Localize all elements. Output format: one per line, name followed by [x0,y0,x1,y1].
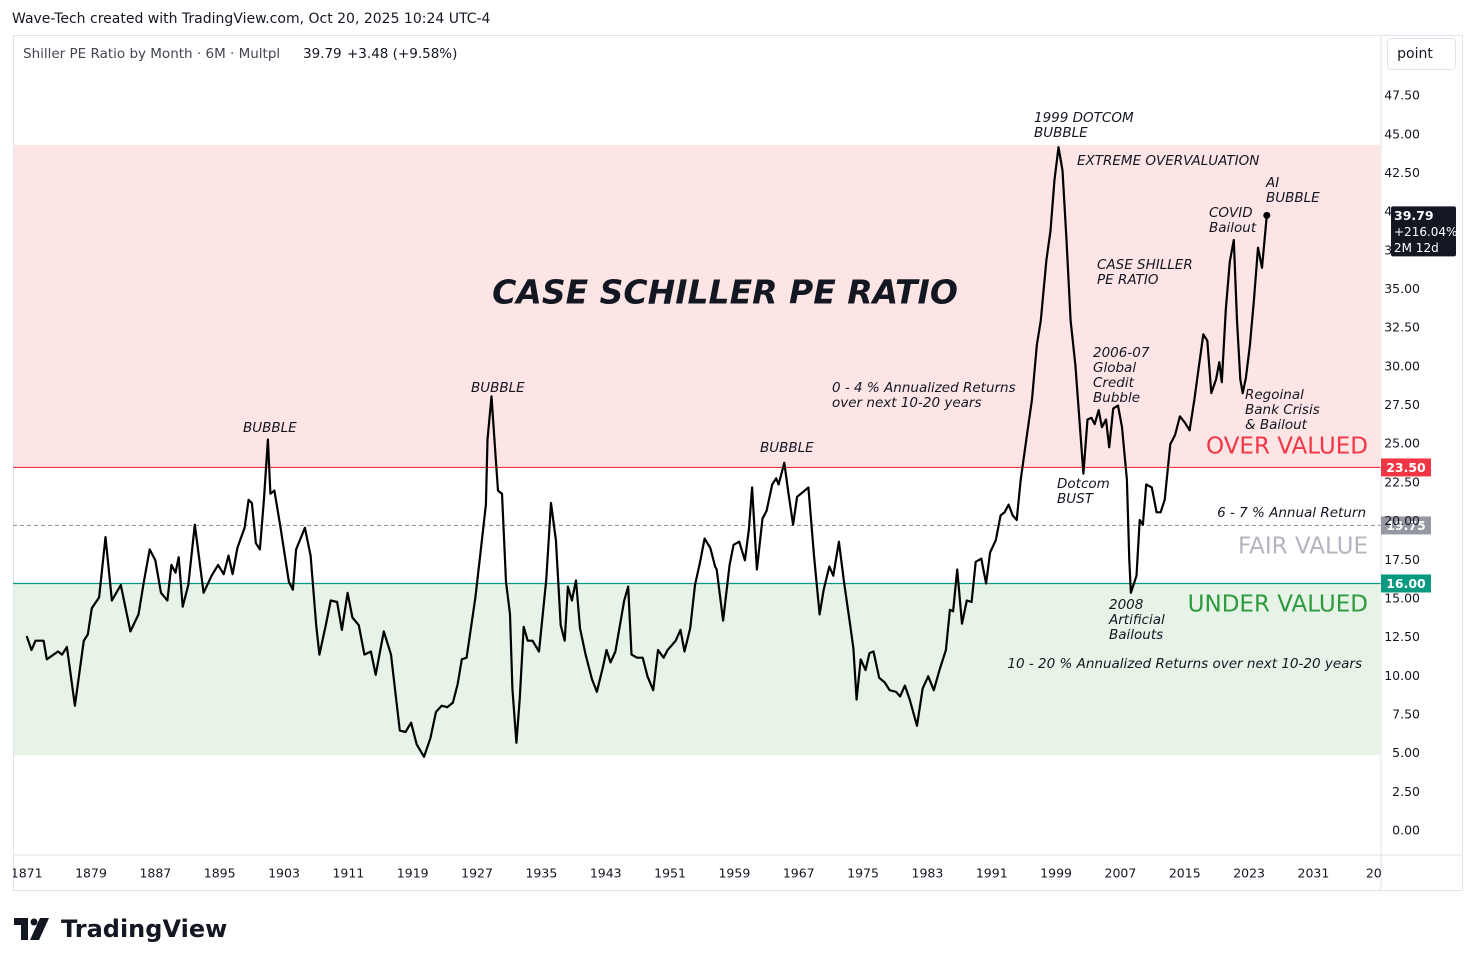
x-tick-label: 1967 [783,866,815,881]
annotation: Bubble [1093,390,1140,406]
annotation: & Bailout [1245,417,1308,433]
x-tick-label: 1871 [11,866,43,881]
x-tick-label: 2015 [1169,866,1201,881]
x-tick-label: 1927 [461,866,493,881]
zone-label: FAIR VALUE [1238,534,1368,560]
annotation: BUBBLE [243,420,297,436]
x-tick-label: 1903 [268,866,300,881]
zone [14,583,1380,756]
zone-label: UNDER VALUED [1188,592,1368,618]
annotation: Global [1093,360,1136,376]
y-tick-label: 22.50 [1384,474,1420,489]
annotation: PE RATIO [1097,272,1159,288]
logo-mark [14,918,49,940]
annotation: 2008 [1109,597,1143,613]
y-tick-label: 10.00 [1384,668,1420,683]
axis-mode[interactable]: point [1397,46,1433,62]
y-tick-label: 2.50 [1392,784,1420,799]
annotation: Bank Crisis [1245,402,1320,418]
annotation: EXTREME OVERVALUATION [1077,153,1259,169]
y-tick-label: 35.00 [1384,281,1420,296]
x-tick-label: 1983 [912,866,944,881]
y-tick-label: 45.00 [1384,126,1420,141]
legend-value: 39.79 [303,46,342,62]
annotation: Artificial [1108,612,1165,628]
x-tick-label: 1919 [397,866,429,881]
annotation: COVID [1209,205,1253,221]
x-tick-label: 1895 [204,866,236,881]
annotation: 6 - 7 % Annual Return [1217,505,1366,521]
annotation: Bailouts [1109,627,1163,643]
y-tick-label: 12.50 [1384,629,1420,644]
annotation: 10 - 20 % Annualized Returns over next 1… [1007,656,1362,672]
annotation: BUBBLE [1266,190,1320,206]
level-badge-label: 16.00 [1386,576,1426,591]
x-tick-label: 1935 [525,866,557,881]
annotation: 0 - 4 % Annualized Returns [832,380,1016,396]
last-point [1263,211,1271,219]
annotation: Bailout [1209,220,1257,236]
annotation: Dotcom [1057,476,1110,492]
chart-title: CASE SCHILLER PE RATIO [492,273,958,312]
annotation: BUBBLE [760,440,814,456]
zone-label: OVER VALUED [1206,434,1368,460]
level-badge [1381,458,1431,477]
annotation: over next 10-20 years [832,395,982,411]
x-ticks: 1871 1879 1887 1895 1903 1911 1919 1927 1935 1943… [11,866,1390,881]
x-tick-label: 1959 [718,866,750,881]
x-tick-label: 1991 [976,866,1008,881]
x-tick-label: 1943 [590,866,622,881]
level-badge-label: 19.75 [1386,518,1426,533]
y-tick-label: 47.50 [1384,88,1420,103]
y-tick-label: 0.00 [1392,823,1420,838]
y-tick-label: 27.50 [1384,397,1420,412]
annotation: BUBBLE [1034,125,1088,141]
x-tick-label: 1879 [75,866,107,881]
legend-change: +3.48 (+9.58%) [347,46,457,62]
x-tick-label: 2007 [1105,866,1137,881]
y-tick-label: 7.50 [1392,706,1420,721]
legend-title: Shiller PE Ratio by Month · 6M · Multpl [23,46,280,62]
y-tick-label: 20.00 [1384,513,1420,528]
annotation: BUBBLE [471,380,525,396]
annotation: BUST [1057,491,1095,507]
annotation: 2006-07 [1093,345,1150,361]
price-badge-line: +216.04% [1394,225,1457,239]
annotation: CASE SHILLER [1097,257,1193,273]
y-tick-label: 5.00 [1392,745,1420,760]
y-tick-label: 42.50 [1384,165,1420,180]
annotation: 1999 DOTCOM [1034,110,1134,126]
x-tick-label: 203 [1366,866,1390,881]
y-tick-label: 32.50 [1384,320,1420,335]
annotation: AI [1265,175,1279,191]
level-badge-label: 23.50 [1386,460,1426,475]
frame [13,35,1463,891]
logo-text: TradingView [61,915,227,943]
x-tick-label: 1975 [847,866,879,881]
price-badge-line: 2M 12d [1394,241,1439,255]
y-tick-label: 30.00 [1384,358,1420,373]
x-tick-label: 2023 [1233,866,1265,881]
level-badge [1381,516,1431,535]
price-badge [1391,206,1456,257]
x-tick-label: 2031 [1298,866,1330,881]
y-tick-label: 15.00 [1384,590,1420,605]
level-badge [1381,574,1431,593]
annotation: Credit [1093,375,1135,391]
annotation: Regoinal [1245,387,1304,403]
x-tick-label: 1911 [332,866,364,881]
x-tick-label: 1999 [1040,866,1072,881]
y-tick-label: 17.50 [1384,552,1420,567]
price-line [25,146,1268,758]
axis-mode-button[interactable] [1387,38,1456,70]
x-tick-label: 1951 [654,866,686,881]
price-badge-value: 39.79 [1394,208,1434,223]
x-tick-label: 1887 [139,866,171,881]
zone [14,144,1380,468]
y-tick-label: 25.00 [1384,436,1420,451]
credit: Wave-Tech created with TradingView.com, … [12,11,491,27]
